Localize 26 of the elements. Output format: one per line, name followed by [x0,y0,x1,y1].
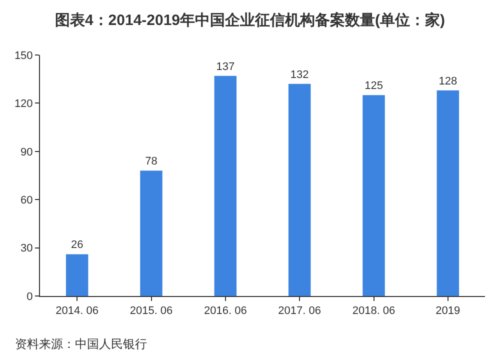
data-label: 128 [438,75,458,88]
x-tick-label: 2019 [436,305,460,318]
x-tick-label: 2014. 06 [56,305,98,318]
x-tick-label: 2015. 06 [130,305,173,318]
x-tick-label: 2017. 06 [278,305,321,318]
chart-title: 图表4：2014-2019年中国企业征信机构备案数量(单位：家) [54,10,446,29]
data-label: 137 [216,60,235,73]
y-tick-label: 60 [20,194,33,206]
y-tick-label: 120 [14,98,33,110]
bar [288,84,311,296]
y-tick-label: 0 [26,290,33,303]
data-label: 78 [145,156,158,168]
bar [362,95,385,296]
bar [214,76,237,296]
text: 资料来源：中国人民银行 [15,337,147,351]
y-tick-label: 90 [20,146,33,158]
data-label: 26 [70,239,84,252]
bar [140,170,162,296]
x-tick-label: 2018. 06 [352,305,396,318]
data-label: 125 [364,80,383,92]
y-tick-label: 30 [20,242,33,255]
y-tick-label: 150 [14,50,33,62]
x-tick-label: 2016. 06 [204,305,247,318]
bar [436,90,460,296]
bar [66,254,88,296]
data-label: 132 [290,68,309,81]
